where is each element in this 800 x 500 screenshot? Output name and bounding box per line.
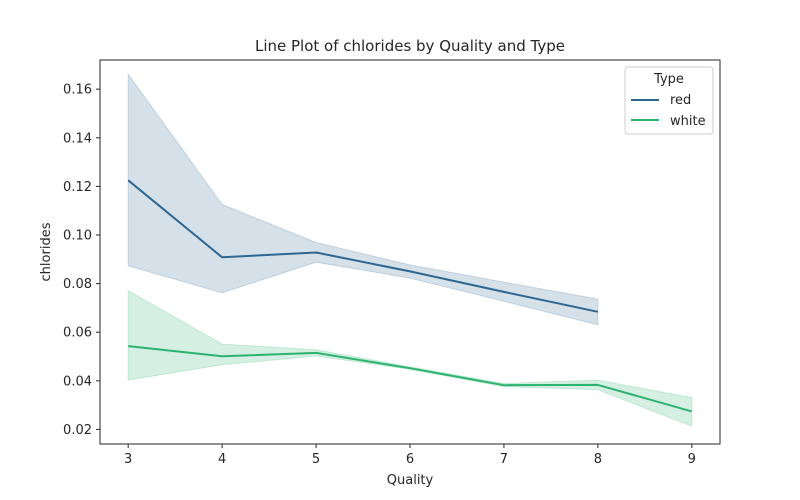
- x-axis-label: Quality: [387, 473, 434, 488]
- y-axis-label: chlorides: [39, 222, 54, 281]
- y-tick-label: 0.10: [63, 228, 92, 243]
- x-tick-label: 4: [218, 452, 226, 467]
- plot-area: [127, 72, 693, 428]
- x-tick-label: 8: [594, 452, 602, 467]
- y-tick-label: 0.12: [63, 180, 92, 195]
- y-tick-label: 0.14: [63, 131, 92, 146]
- x-tick-label: 9: [688, 452, 696, 467]
- y-tick-label: 0.08: [63, 277, 92, 292]
- legend: Type red white: [624, 66, 714, 135]
- plot-frame: [99, 59, 721, 445]
- x-tick-label: 7: [500, 452, 508, 467]
- x-axis: 3 4 5 6 7 8 9: [124, 444, 696, 467]
- y-tick-label: 0.06: [63, 326, 92, 341]
- x-tick-label: 3: [124, 452, 132, 467]
- legend-label-white: white: [670, 114, 706, 129]
- legend-label-red: red: [670, 93, 691, 108]
- series-line-white: [128, 345, 693, 413]
- y-tick-label: 0.04: [63, 374, 92, 389]
- chart-title: Line Plot of chlorides by Quality and Ty…: [255, 37, 565, 55]
- x-tick-label: 6: [406, 452, 414, 467]
- series-line-red: [127, 179, 599, 313]
- ci-band-red: [127, 72, 599, 326]
- ci-band-white: [127, 289, 693, 428]
- x-tick-label: 5: [312, 452, 320, 467]
- y-tick-label: 0.02: [63, 423, 92, 438]
- y-axis: 0.02 0.04 0.06 0.08 0.10 0.12 0.14 0.16: [63, 83, 100, 438]
- legend-box: [624, 66, 714, 135]
- y-tick-label: 0.16: [63, 83, 92, 98]
- legend-title: Type: [653, 72, 684, 87]
